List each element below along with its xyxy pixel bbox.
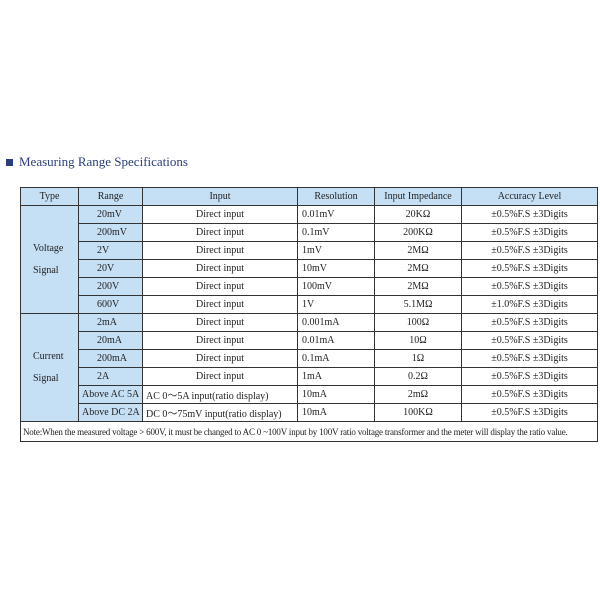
resolution-cell: 0.001mA xyxy=(297,313,375,332)
resolution-cell: 1V xyxy=(297,295,375,314)
accuracy-cell: ±0.5%F.S ±3Digits xyxy=(461,277,598,296)
accuracy-cell: ±0.5%F.S ±3Digits xyxy=(461,331,598,350)
range-cell: 2V xyxy=(78,241,143,260)
input-cell: Direct input xyxy=(142,223,298,242)
input-cell: Direct input xyxy=(142,331,298,350)
accuracy-cell: ±0.5%F.S ±3Digits xyxy=(461,259,598,278)
impedance-cell: 5.1MΩ xyxy=(374,295,462,314)
range-cell: 20V xyxy=(78,259,143,278)
type-cell: Current Signal xyxy=(20,313,79,422)
type-label: Current xyxy=(33,350,64,362)
input-cell: DC 0～75mV input(ratio display) xyxy=(142,403,298,422)
input-cell: Direct input xyxy=(142,241,298,260)
header-range: Range xyxy=(78,187,143,206)
resolution-cell: 0.01mA xyxy=(297,331,375,350)
impedance-cell: 2MΩ xyxy=(374,277,462,296)
accuracy-cell: ±0.5%F.S ±3Digits xyxy=(461,349,598,368)
input-cell: Direct input xyxy=(142,367,298,386)
table-row: 600V Direct input 1V 5.1MΩ ±1.0%F.S ±3Digits xyxy=(21,295,598,314)
table-row: 200V Direct input 100mV 2MΩ ±0.5%F.S ±3Digit… xyxy=(21,277,598,296)
impedance-cell: 1Ω xyxy=(374,349,462,368)
accuracy-cell: ±0.5%F.S ±3Digits xyxy=(461,241,598,260)
accuracy-cell: ±0.5%F.S ±3Digits xyxy=(461,403,598,422)
type-label: Signal xyxy=(33,372,59,384)
header-accuracy: Accuracy Level xyxy=(461,187,598,206)
range-cell: Above AC 5A xyxy=(78,385,143,404)
range-cell: 200V xyxy=(78,277,143,296)
input-cell: Direct input xyxy=(142,295,298,314)
accuracy-cell: ±0.5%F.S ±3Digits xyxy=(461,205,598,224)
table-header-row: Type Range Input Resolution Input Impeda… xyxy=(20,187,598,206)
note-row: Note:When the measured voltage > 600V, i… xyxy=(20,421,598,442)
table-row: 2V Direct input 1mV 2MΩ ±0.5%F.S ±3Digits xyxy=(21,241,598,260)
type-label: Voltage xyxy=(33,242,64,254)
resolution-cell: 0.1mA xyxy=(297,349,375,368)
table-row: 200mA Direct input 0.1mA 1Ω ±0.5%F.S ±3Digit… xyxy=(21,349,598,368)
impedance-cell: 2mΩ xyxy=(374,385,462,404)
range-cell: 200mV xyxy=(78,223,143,242)
table-row: 2A Direct input 1mA 0.2Ω ±0.5%F.S ±3Digits xyxy=(21,367,598,386)
section-title: Measuring Range Specifications xyxy=(6,154,188,170)
impedance-cell: 0.2Ω xyxy=(374,367,462,386)
table-row: Above AC 5A AC 0～5A input(ratio display) 1… xyxy=(21,385,598,404)
range-cell: 2mA xyxy=(78,313,143,332)
table-row: 20mA Direct input 0.01mA 10Ω ±0.5%F.S ±3Digi… xyxy=(21,331,598,350)
header-input: Input xyxy=(142,187,298,206)
accuracy-cell: ±0.5%F.S ±3Digits xyxy=(461,385,598,404)
accuracy-cell: ±0.5%F.S ±3Digits xyxy=(461,367,598,386)
accuracy-cell: ±0.5%F.S ±3Digits xyxy=(461,223,598,242)
resolution-cell: 10mV xyxy=(297,259,375,278)
range-cell: Above DC 2A xyxy=(78,403,143,422)
table-row: Current Signal 2mA Direct input 0.001mA 100Ω ±… xyxy=(20,313,598,422)
header-resolution: Resolution xyxy=(297,187,375,206)
impedance-cell: 200KΩ xyxy=(374,223,462,242)
input-cell: Direct input xyxy=(142,313,298,332)
impedance-cell: 100KΩ xyxy=(374,403,462,422)
square-bullet-icon xyxy=(6,158,13,166)
impedance-cell: 100Ω xyxy=(374,313,462,332)
type-cell: Voltage Signal xyxy=(20,205,79,314)
table-row: 20V Direct input 10mV 2MΩ ±0.5%F.S ±3Digits xyxy=(21,259,598,278)
input-cell: Direct input xyxy=(142,349,298,368)
range-cell: 20mV xyxy=(78,205,143,224)
resolution-cell: 10mA xyxy=(297,403,375,422)
table-row: Voltage Signal 20mV Direct input 0.01mV 20KΩ ±… xyxy=(20,205,598,314)
resolution-cell: 1mV xyxy=(297,241,375,260)
measuring-range-table: Type Range Input Resolution Input Impeda… xyxy=(20,187,598,442)
resolution-cell: 0.01mV xyxy=(297,205,375,224)
resolution-cell: 1mA xyxy=(297,367,375,386)
header-type: Type xyxy=(20,187,79,206)
table-row: 200mV Direct input 0.1mV 200KΩ ±0.5%F.S ±3Di… xyxy=(21,223,598,242)
section-title-text: Measuring Range Specifications xyxy=(19,154,188,169)
input-cell: Direct input xyxy=(142,277,298,296)
accuracy-cell: ±1.0%F.S ±3Digits xyxy=(461,295,598,314)
resolution-cell: 0.1mV xyxy=(297,223,375,242)
resolution-cell: 100mV xyxy=(297,277,375,296)
header-impedance: Input Impedance xyxy=(374,187,462,206)
resolution-cell: 10mA xyxy=(297,385,375,404)
impedance-cell: 2MΩ xyxy=(374,259,462,278)
impedance-cell: 10Ω xyxy=(374,331,462,350)
input-cell: Direct input xyxy=(142,259,298,278)
type-label: Signal xyxy=(33,264,59,276)
range-cell: 20mA xyxy=(78,331,143,350)
range-cell: 200mA xyxy=(78,349,143,368)
input-cell: Direct input xyxy=(142,205,298,224)
note-text: Note:When the measured voltage > 600V, i… xyxy=(20,421,598,442)
range-cell: 2A xyxy=(78,367,143,386)
accuracy-cell: ±0.5%F.S ±3Digits xyxy=(461,313,598,332)
impedance-cell: 20KΩ xyxy=(374,205,462,224)
range-cell: 600V xyxy=(78,295,143,314)
input-cell: AC 0～5A input(ratio display) xyxy=(142,385,298,404)
impedance-cell: 2MΩ xyxy=(374,241,462,260)
table-row: Above DC 2A DC 0～75mV input(ratio display… xyxy=(21,403,598,422)
